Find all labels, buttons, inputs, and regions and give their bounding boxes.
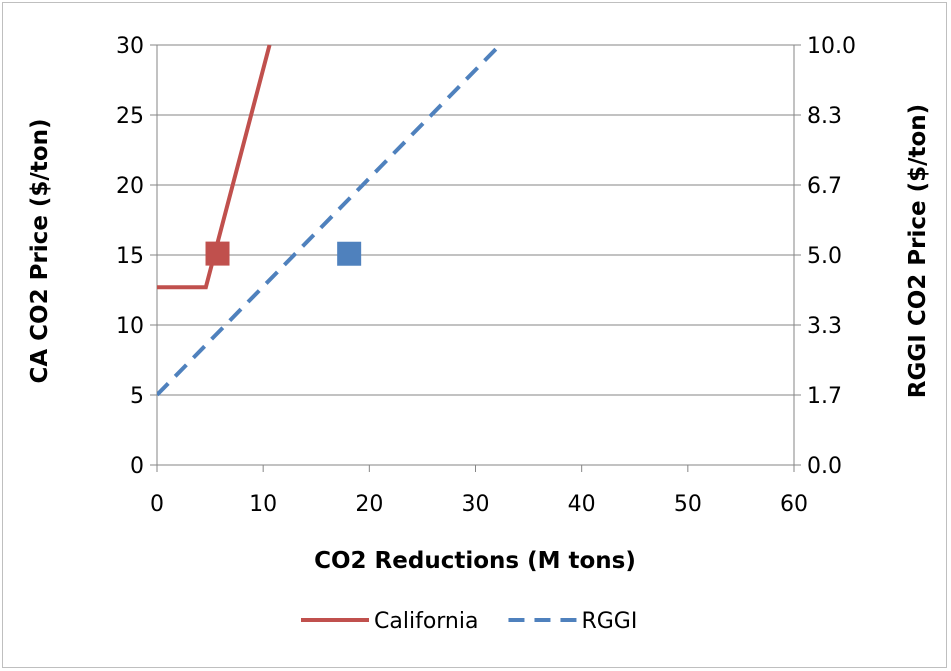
x-axis-title: CO2 Reductions (M tons) — [314, 548, 636, 574]
x-tick-label: 30 — [462, 492, 490, 517]
y-tick-label-left: 25 — [116, 104, 144, 129]
x-tick-label: 20 — [355, 492, 383, 517]
y-axis-title-left: CA CO2 Price ($/ton) — [27, 118, 53, 383]
marker-rggi — [337, 241, 362, 266]
y-tick-label-left: 20 — [116, 174, 144, 199]
legend: California RGGI — [301, 609, 637, 634]
y-tick-label-right: 5.0 — [807, 244, 842, 269]
y-axis-title-right: RGGI CO2 Price ($/ton) — [905, 104, 931, 398]
x-tick-label: 0 — [150, 492, 164, 517]
y-tick-label-right: 8.3 — [807, 104, 842, 129]
x-tick-label: 50 — [674, 492, 702, 517]
y-tick-label-right: 6.7 — [807, 174, 842, 199]
series-line-california — [157, 44, 272, 290]
y-tick-label-left: 5 — [130, 384, 144, 409]
y-tick-label-right: 10.0 — [807, 34, 856, 59]
y-tick-label-right: 3.3 — [807, 314, 842, 339]
y-tick-label-left: 0 — [130, 454, 144, 479]
x-tick-label: 10 — [249, 492, 277, 517]
y-tick-label-left: 30 — [116, 34, 144, 59]
axes — [150, 44, 801, 472]
legend-label-rggi: RGGI — [581, 609, 637, 634]
tick-labels: 0 0.0 5 1.7 10 3.3 15 5.0 20 6.7 25 8.3 30 10.0 0 10 20 3… — [116, 34, 856, 517]
y-tick-label-right: 0.0 — [807, 454, 842, 479]
y-tick-label-left: 10 — [116, 314, 144, 339]
x-tick-label: 40 — [568, 492, 596, 517]
gridlines — [157, 44, 794, 396]
y-tick-label-right: 1.7 — [807, 384, 842, 409]
series-line-rggi — [157, 43, 502, 397]
data-markers — [205, 241, 362, 266]
marker-california — [205, 241, 230, 266]
price-reduction-chart: 0 0.0 5 1.7 10 3.3 15 5.0 20 6.7 25 8.3 30 10.0 0 10 20 3… — [27, 34, 931, 634]
series-lines — [157, 43, 502, 397]
x-tick-label: 60 — [780, 492, 808, 517]
y-tick-label-left: 15 — [116, 244, 144, 269]
legend-label-california: California — [374, 609, 478, 634]
